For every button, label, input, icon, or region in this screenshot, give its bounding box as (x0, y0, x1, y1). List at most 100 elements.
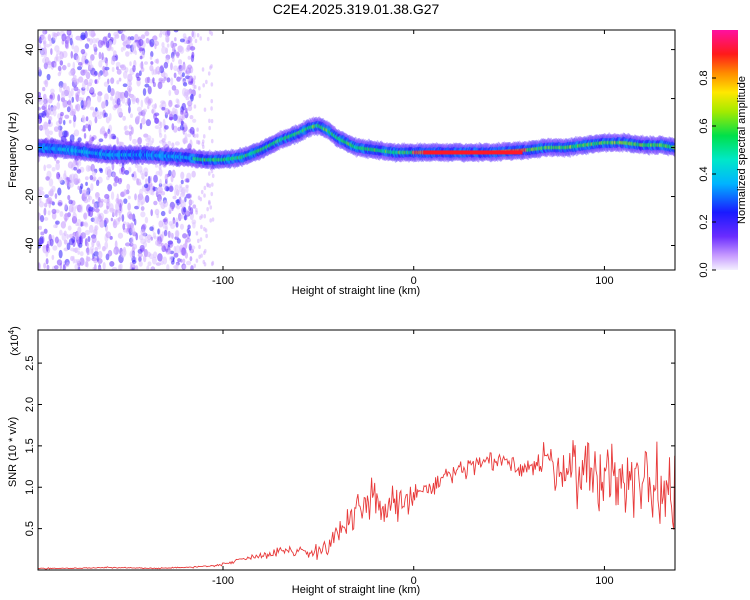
snr-frame (37, 329, 676, 571)
spectrogram-noise-blob (47, 210, 51, 216)
spectrogram-noise-blob (158, 199, 162, 206)
spectrogram-noise-blob (161, 46, 167, 55)
spectrogram-noise-blob (192, 221, 196, 229)
spectrogram-noise-blob (181, 72, 185, 78)
spectrogram-noise-blob (140, 201, 144, 206)
spectrogram-noise-blob (42, 93, 47, 101)
spectrogram-noise-blob (68, 99, 72, 108)
spectrogram-noise-blob (68, 181, 74, 188)
spectrogram-noise-blob (199, 237, 203, 242)
spectrogram-noise-blob (83, 132, 87, 139)
spectrogram-noise-blob (127, 202, 131, 211)
spectrogram-xtick-label: -100 (212, 275, 234, 287)
spectrogram-noise-blob (186, 260, 192, 266)
spectrogram-noise-blob (161, 106, 166, 111)
spectrogram-noise-blob (158, 168, 163, 177)
snr-xtick-label: 100 (595, 575, 613, 587)
spectrogram-noise-blob (163, 229, 168, 237)
spectrogram-noise-blob (138, 188, 143, 197)
spectrogram-noise-blob (49, 188, 54, 197)
spectrogram-noise-blob (187, 143, 192, 151)
spectrogram-noise-blob (146, 265, 150, 270)
spectrogram-ytick-label: 20 (24, 92, 36, 104)
spectrogram-noise-blob (122, 115, 126, 121)
spectrogram-noise-blob (84, 190, 90, 198)
spectrogram-noise-blob (45, 43, 51, 48)
spectrogram-noise-blob (117, 264, 122, 270)
spectrogram-noise-blob (118, 77, 122, 82)
spectrogram-noise-blob (85, 181, 88, 187)
spectrogram-noise-blob (122, 70, 128, 79)
spectrogram-noise-blob (132, 138, 138, 145)
spectrogram-noise-blob (147, 175, 151, 184)
spectrogram-noise-blob (92, 43, 97, 50)
spectrogram-noise-blob (123, 189, 128, 196)
spectrogram-noise-blob (131, 45, 137, 54)
spectrogram-xtick-label: 0 (411, 275, 417, 287)
spectrogram-noise-blob (187, 55, 191, 60)
spectrogram-noise-blob (47, 104, 51, 111)
spectrogram-noise-blob (64, 40, 69, 49)
spectrogram-noise-blob (45, 243, 49, 252)
spectrogram-noise-blob (42, 86, 46, 92)
spectrogram-noise-blob (128, 105, 131, 114)
spectrogram-noise-blob (80, 32, 86, 40)
spectrogram-noise-blob (197, 140, 201, 145)
spectrogram-noise-blob (190, 54, 195, 63)
spectrogram-noise-blob (67, 30, 71, 35)
snr-ytick-label: 1.0 (24, 480, 36, 495)
spectrogram-noise-blob (157, 253, 163, 262)
spectrogram-noise-blob (46, 73, 51, 81)
spectrogram-noise-blob (75, 258, 82, 263)
spectrogram-noise-blob (59, 229, 63, 236)
spectrogram-noise-blob (43, 137, 50, 144)
spectrogram-noise-blob (80, 232, 86, 239)
spectrogram-noise-blob (49, 238, 54, 247)
spectrogram-noise-blob (202, 144, 205, 150)
spectrogram-noise-blob (64, 203, 68, 211)
spectrogram-noise-blob (180, 171, 185, 180)
spectrogram-noise-blob (125, 51, 130, 57)
snr-ytick-label: 2.0 (24, 397, 36, 412)
spectrogram-noise-blob (202, 83, 205, 88)
spectrogram-noise-blob (63, 170, 67, 177)
figure-title: C2E4.2025.319.01.38.G27 (273, 1, 440, 17)
spectrogram-noise-blob (132, 65, 136, 73)
spectrogram-noise-blob (50, 88, 55, 94)
spectrogram-noise-blob (195, 258, 199, 263)
spectrogram-noise-blob (138, 111, 143, 116)
spectrogram-noise-blob (110, 217, 114, 222)
spectrogram-noise-blob (68, 199, 73, 205)
spectrogram-noise-blob (119, 203, 122, 212)
spectrogram-noise-blob (86, 85, 89, 92)
spectrogram-noise-blob (182, 82, 188, 87)
spectrogram-noise-blob (98, 51, 102, 60)
snr-ytick-label: 2.5 (24, 355, 36, 370)
spectrogram-noise-blob (88, 30, 94, 37)
spectrogram-noise-blob (177, 212, 182, 222)
spectrogram-noise-blob (89, 134, 92, 143)
spectrogram-noise-blob (122, 223, 126, 230)
spectrogram-noise-blob (39, 196, 42, 204)
spectrogram-noise-blob (79, 235, 82, 245)
spectrogram-noise-blob (182, 264, 187, 270)
spectrogram-noise-blob (51, 212, 57, 220)
spectrogram-noise-blob (189, 256, 193, 262)
spectrogram-noise-blob (48, 178, 54, 187)
spectrogram-noise-blob (59, 60, 64, 66)
spectrogram-noise-blob (203, 107, 207, 112)
spectrogram-noise-blob (118, 144, 123, 151)
spectrogram-noise-blob (145, 37, 150, 44)
spectrogram-noise-blob (43, 62, 48, 70)
spectrogram-noise-blob (68, 233, 74, 239)
spectrogram-noise-blob (166, 77, 171, 83)
spectrogram-noise-blob (75, 104, 78, 111)
snr-ytick-label: 0.5 (24, 521, 36, 536)
spectrogram-noise-blob (68, 119, 72, 124)
spectrogram-noise-blob (168, 185, 174, 193)
spectrogram-noise-blob (207, 71, 211, 76)
spectrogram-noise-blob (203, 262, 207, 267)
spectrogram-noise-blob (169, 255, 174, 262)
spectrogram-noise-blob (188, 243, 192, 251)
spectrogram-noise-blob (142, 108, 148, 113)
